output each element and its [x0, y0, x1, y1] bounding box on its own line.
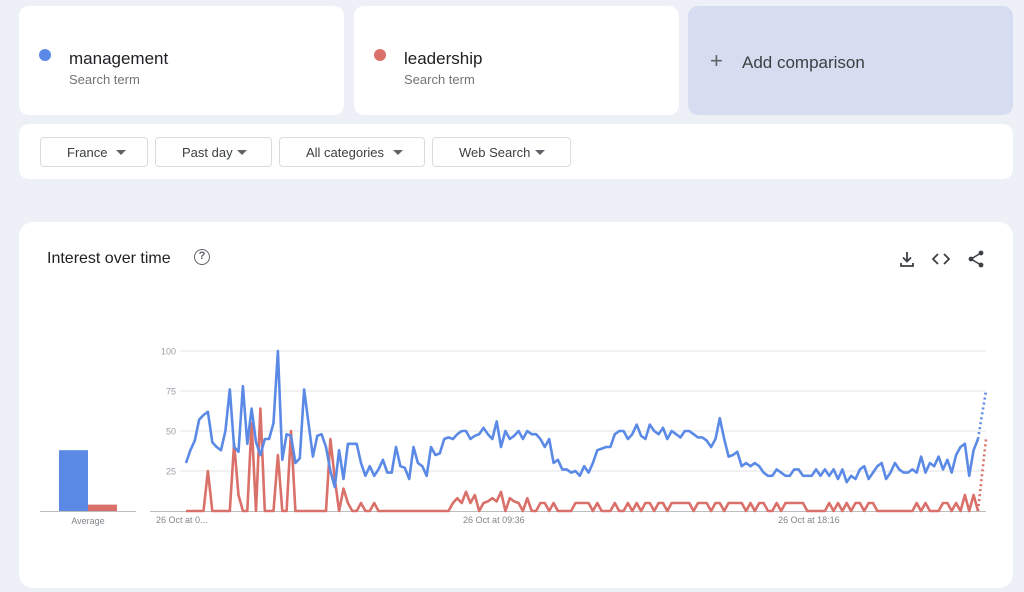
download-icon[interactable]	[897, 249, 917, 269]
filter-search-type-dropdown[interactable]: Web Search	[432, 137, 571, 167]
x-tick-label: 26 Oct at 0...	[156, 515, 208, 525]
chevron-down-icon	[393, 150, 403, 155]
term-sublabel: Search term	[69, 72, 140, 87]
average-label: Average	[71, 516, 104, 526]
x-tick-label: 26 Oct at 18:16	[778, 515, 840, 525]
embed-code-icon[interactable]	[931, 249, 951, 269]
filter-label: All categories	[306, 145, 385, 160]
filter-bar: France Past day All categories Web Searc…	[19, 124, 1013, 179]
y-tick-label: 75	[166, 387, 176, 397]
y-tick-label: 50	[166, 427, 176, 437]
average-bar-management	[59, 450, 88, 511]
add-comparison-label: Add comparison	[742, 53, 865, 72]
series-line-leadership	[186, 407, 980, 513]
series-projection-management	[976, 390, 988, 440]
help-icon[interactable]: ?	[194, 249, 210, 265]
filter-label: Past day	[182, 145, 233, 160]
interest-over-time-card: Interest over time ?	[19, 222, 1013, 588]
share-icon[interactable]	[966, 249, 986, 269]
y-tick-label: 100	[161, 347, 176, 357]
add-comparison-button[interactable]: + Add comparison	[688, 6, 1013, 115]
chart-title: Interest over time	[47, 250, 171, 267]
term-label: management	[69, 49, 169, 68]
plus-icon: +	[710, 48, 723, 73]
x-tick-label: 26 Oct at 09:36	[463, 515, 525, 525]
filter-category-dropdown[interactable]: All categories	[279, 137, 425, 167]
chevron-down-icon	[116, 150, 126, 155]
term-card-leadership[interactable]: leadership Search term	[354, 6, 679, 115]
y-tick-label: 25	[166, 467, 176, 477]
term-sublabel: Search term	[404, 72, 475, 87]
term-label: leadership	[404, 49, 483, 68]
filter-label: Web Search	[459, 145, 531, 160]
term-color-dot	[374, 49, 386, 61]
chevron-down-icon	[237, 150, 247, 155]
term-card-management[interactable]: management Search term	[19, 6, 344, 115]
average-bar-leadership	[88, 504, 117, 511]
filter-label: France	[67, 145, 108, 160]
series-projection-leadership	[976, 438, 988, 512]
filter-region-dropdown[interactable]: France	[40, 137, 148, 167]
chevron-down-icon	[535, 150, 545, 155]
series-line-management	[184, 349, 980, 489]
term-color-dot	[39, 49, 51, 61]
filter-time-dropdown[interactable]: Past day	[155, 137, 272, 167]
